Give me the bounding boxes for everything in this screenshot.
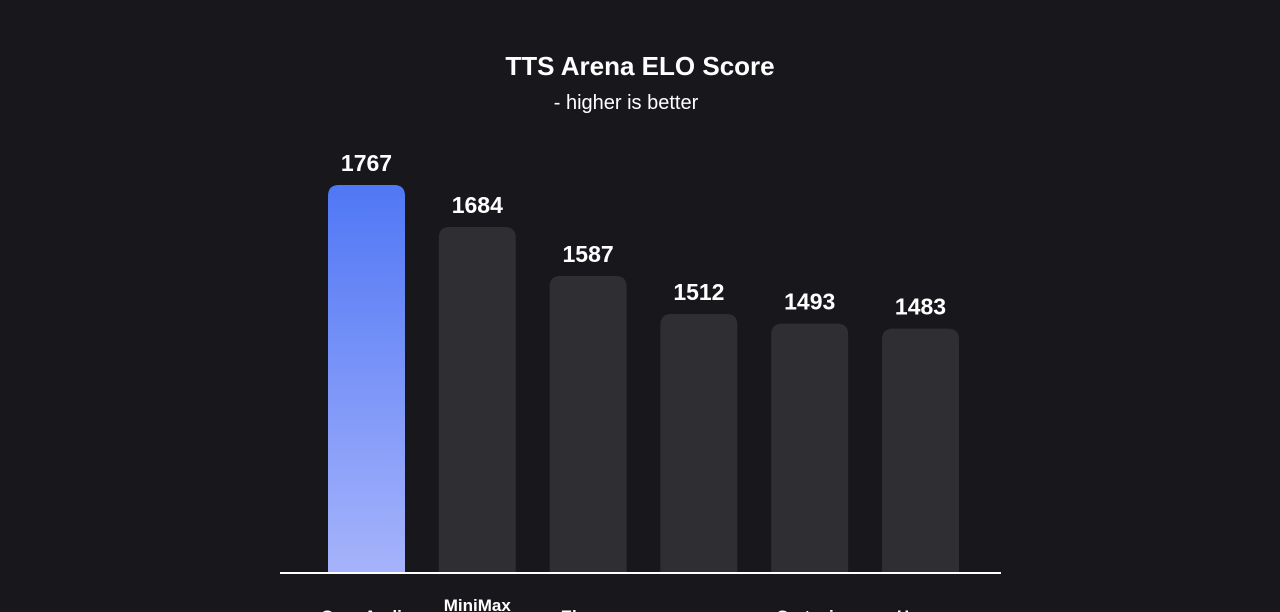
bar-1 (438, 226, 516, 573)
bar-5 (882, 328, 959, 573)
category-label-2: Eleven (561, 607, 616, 612)
value-label-3: 1512 (673, 279, 724, 305)
bar-3 (660, 313, 738, 573)
bar-4 (771, 323, 849, 573)
bar-0 (328, 185, 405, 573)
value-label-2: 1587 (563, 241, 614, 267)
bars-group: 1767 1684 1587 1512 1493 1483 (328, 150, 959, 573)
category-label-0: OpenAudio (321, 607, 413, 612)
value-label-5: 1483 (895, 294, 946, 320)
chart-subtitle: - higher is better (554, 92, 699, 114)
category-labels-group: OpenAudio MiniMax Eleven Cartesia Hume (321, 596, 944, 612)
value-label-0: 1767 (341, 150, 392, 176)
category-label-4: Cartesia (776, 607, 844, 612)
value-label-4: 1493 (784, 289, 835, 315)
bar-2 (549, 276, 627, 573)
chart-title: TTS Arena ELO Score (505, 51, 774, 81)
category-label-5: Hume (897, 607, 944, 612)
category-label-1: MiniMax (444, 596, 512, 612)
value-label-1: 1684 (452, 192, 503, 218)
